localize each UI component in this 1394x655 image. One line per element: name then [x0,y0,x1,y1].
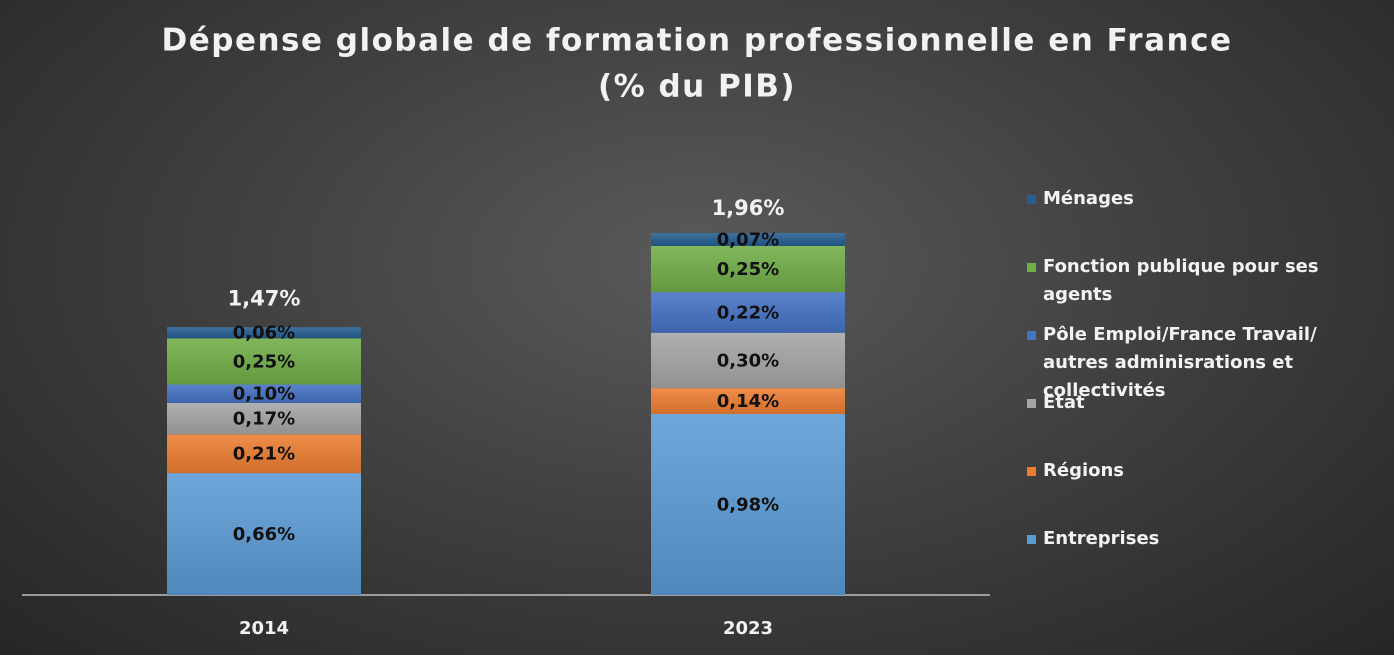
bar-shade [167,402,361,435]
bar-shade [651,388,845,414]
chart-title: Dépense globale de formation professionn… [162,23,1233,59]
legend-item: Pôle Emploi/France Travail/ autres admin… [1027,321,1382,405]
bar-shade [651,414,845,595]
legend-swatch [1027,195,1036,204]
bar-shade [167,384,361,403]
legend-item: Fonction publique pour ses agents [1027,253,1382,309]
legend-item: Etat [1027,389,1382,417]
total-label: 1,96% [712,196,785,220]
legend-label: Régions [1043,460,1125,481]
data-label: 0,06% [233,323,295,344]
bar-shade [167,434,361,474]
legend-swatch [1027,467,1036,476]
legend-label: Pôle Emploi/France Travail/ autres admin… [1043,324,1317,401]
legend-item: Entreprises [1027,525,1382,553]
legend-swatch [1027,399,1036,408]
legend-swatch [1027,331,1036,340]
data-label: 0,66% [233,524,295,545]
bar-shade [651,245,845,293]
data-label: 0,98% [717,495,779,516]
bar-shade [167,327,361,339]
legend-label: Ménages [1043,188,1134,209]
data-label: 0,10% [233,384,295,405]
legend-swatch [1027,535,1036,544]
data-label: 0,21% [233,444,295,465]
legend-swatch [1027,263,1036,272]
data-label: 0,14% [717,391,779,412]
data-label: 0,25% [717,259,779,280]
bar-shade [167,473,361,595]
legend-label: Entreprises [1043,528,1160,549]
legend-label: Etat [1043,392,1085,413]
data-label: 0,17% [233,409,295,430]
data-label: 0,22% [717,302,779,323]
x-tick-label: 2023 [723,618,773,639]
data-label: 0,25% [233,351,295,372]
total-label: 1,47% [228,287,301,311]
bar-shade [651,332,845,389]
bar-shade [651,233,845,246]
legend-label: Fonction publique pour ses agents [1043,256,1319,305]
data-label: 0,30% [717,350,779,371]
data-label: 0,07% [717,229,779,250]
legend-item: Ménages [1027,185,1382,213]
chart-title: (% du PIB) [598,69,796,105]
bar-shade [651,292,845,333]
x-tick-label: 2014 [239,618,289,639]
legend-item: Régions [1027,457,1382,485]
bar-shade [167,338,361,385]
